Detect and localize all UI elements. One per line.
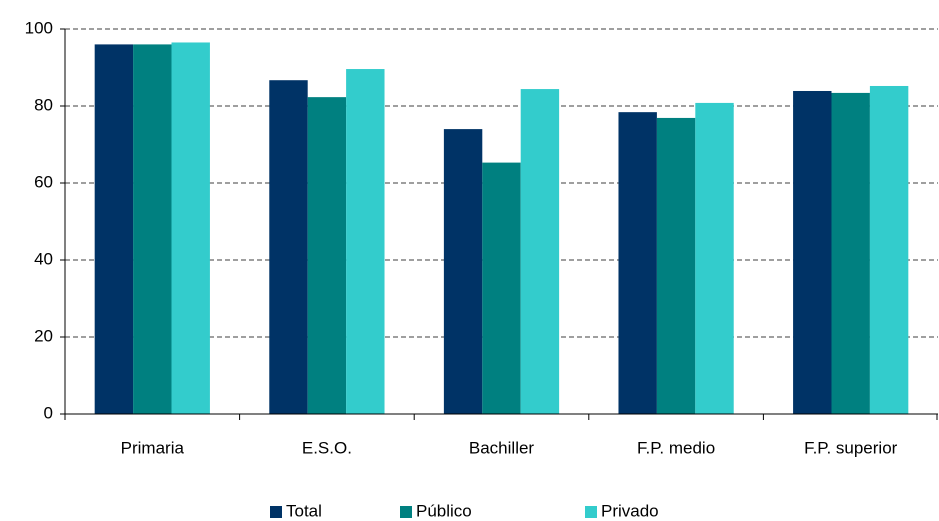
bar [346,69,385,414]
y-tick-label: 0 [44,403,53,422]
bar [618,112,657,414]
legend-label: Público [416,501,472,520]
legend-swatch [270,506,282,518]
bar [695,102,734,415]
bar [656,117,696,414]
x-tick-label: Bachiller [469,438,535,457]
x-tick-label: E.S.O. [302,438,352,457]
bar [443,129,483,414]
y-tick-label: 80 [34,95,53,114]
bar [307,97,347,415]
legend-swatch [585,506,597,518]
y-tick-label: 60 [34,172,53,191]
legend-label: Privado [601,501,659,520]
x-tick-label: Primaria [121,438,185,457]
x-tick-label: F.P. superior [804,438,898,457]
legend-label: Total [286,501,322,520]
bar [269,80,308,414]
legend-swatch [400,506,412,518]
bar [94,44,134,415]
bar [520,89,560,414]
bar [171,42,210,414]
bar [869,85,909,414]
y-tick-label: 100 [25,18,53,37]
bar [831,92,870,414]
bar [133,44,172,415]
y-tick-label: 40 [34,249,53,268]
y-tick-label: 20 [34,326,53,345]
bar [482,162,521,414]
bar [793,90,832,415]
x-tick-label: F.P. medio [637,438,715,457]
